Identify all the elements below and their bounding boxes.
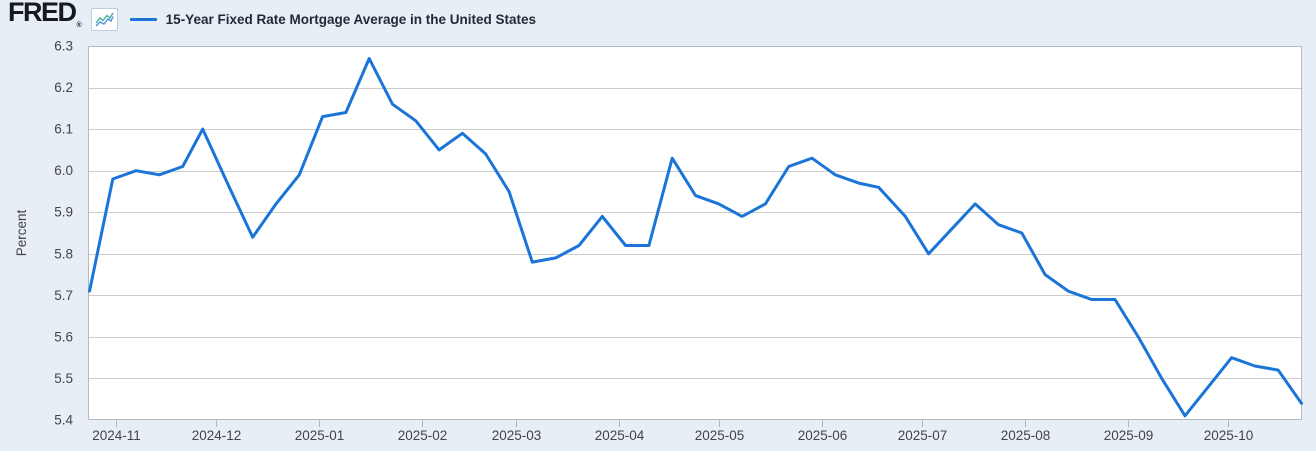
x-tick-label: 2025-06 bbox=[798, 428, 848, 443]
x-tick-label: 2024-11 bbox=[92, 428, 141, 443]
y-tick-label: 5.8 bbox=[54, 246, 73, 261]
y-tick-label: 5.5 bbox=[54, 371, 73, 386]
x-tick-label: 2025-05 bbox=[695, 428, 745, 443]
registered-mark: ® bbox=[76, 22, 82, 29]
x-tick-label: 2025-07 bbox=[898, 428, 948, 443]
y-tick-label: 5.7 bbox=[54, 288, 73, 303]
y-tick-label: 6.3 bbox=[54, 39, 73, 54]
fred-logo: FRED® bbox=[8, 0, 82, 29]
chart-title: 15-Year Fixed Rate Mortgage Average in t… bbox=[165, 11, 537, 27]
x-tick-label: 2025-04 bbox=[595, 428, 645, 443]
plot-frame bbox=[88, 46, 1302, 420]
y-tick-label: 5.9 bbox=[54, 205, 73, 220]
x-tick-label: 2025-08 bbox=[1001, 428, 1051, 443]
series-line[interactable] bbox=[88, 57, 1303, 418]
plot-area[interactable] bbox=[88, 46, 1302, 420]
y-axis-title: Percent bbox=[14, 209, 29, 256]
x-tick-label: 2025-03 bbox=[492, 428, 542, 443]
y-tick-label: 6.1 bbox=[54, 122, 73, 137]
y-tick-label: 6.0 bbox=[54, 163, 73, 178]
x-tick-label: 2025-01 bbox=[295, 428, 345, 443]
y-tick-label: 5.4 bbox=[54, 413, 73, 428]
sparkline-icon bbox=[95, 12, 114, 26]
y-tick-label: 6.2 bbox=[54, 80, 73, 95]
fred-chart-icon bbox=[90, 7, 118, 31]
y-tick-label: 5.6 bbox=[54, 329, 73, 344]
x-tick-label: 2025-02 bbox=[398, 428, 448, 443]
x-tick-label: 2024-12 bbox=[192, 428, 242, 443]
legend-line-swatch bbox=[129, 17, 157, 21]
x-tick-label: 2025-09 bbox=[1104, 428, 1154, 443]
chart-header: FRED® 15-Year Fixed Rate Mortgage Averag… bbox=[8, 0, 537, 35]
x-tick-label: 2025-10 bbox=[1204, 428, 1254, 443]
